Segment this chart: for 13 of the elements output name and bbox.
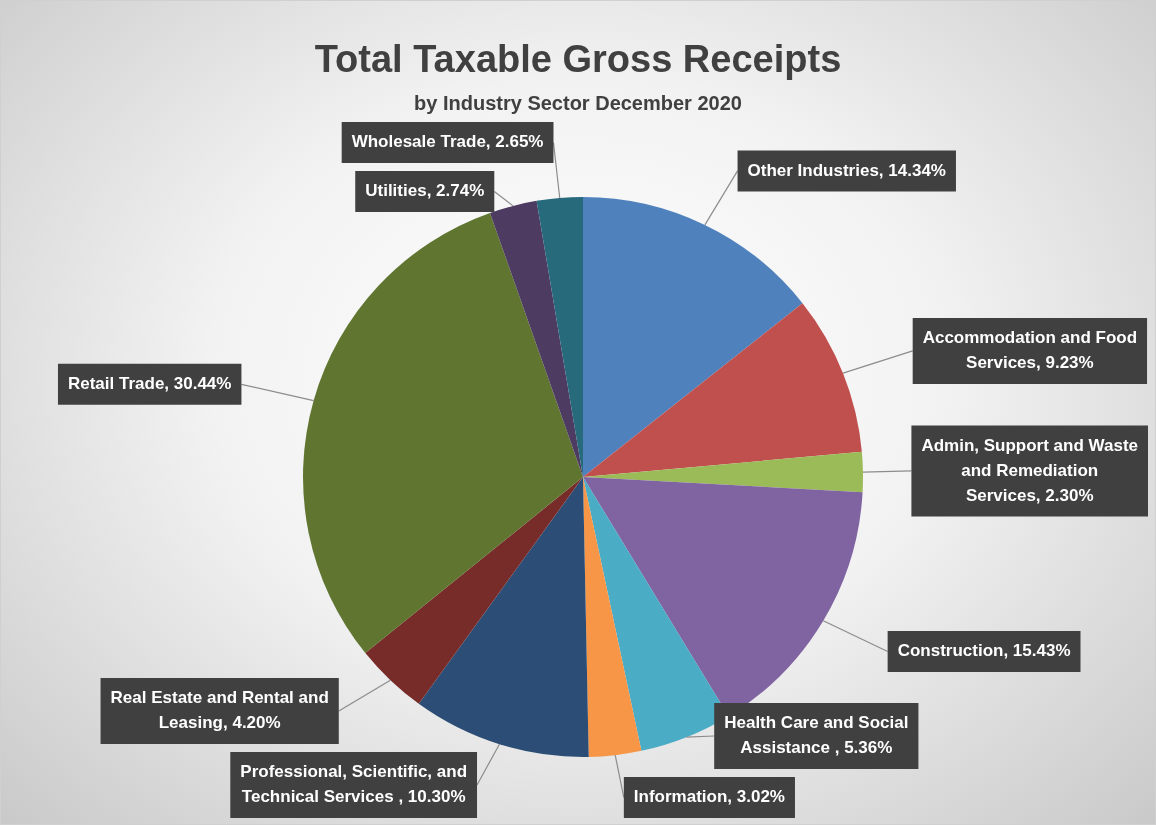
- slice-label: Admin, Support and Waste and Remediation Services, 2.30%: [921, 435, 1138, 505]
- slice-label: Construction, 15.43%: [897, 641, 1071, 661]
- slice-label: Information, 3.02%: [633, 787, 785, 807]
- slice-label: Health Care and Social Assistance , 5.36%: [724, 713, 909, 758]
- slice-label: Wholesale Trade, 2.65%: [351, 132, 544, 152]
- chart-subtitle: by Industry Sector December 2020: [413, 92, 743, 115]
- chart-title: Total Taxable Gross Receipts: [313, 38, 843, 81]
- slice-label: Utilities, 2.74%: [365, 181, 485, 201]
- slice-label: Retail Trade, 30.44%: [67, 374, 232, 394]
- slice-label: Accommodation and Food Services, 9.23%: [922, 328, 1138, 373]
- slice-label: Professional, Scientific, and Technical Services , 10.30%: [240, 762, 468, 807]
- slice-label: Real Estate and Rental and Leasing, 4.20%: [110, 688, 329, 733]
- slice-label: Other Industries, 14.34%: [747, 160, 946, 180]
